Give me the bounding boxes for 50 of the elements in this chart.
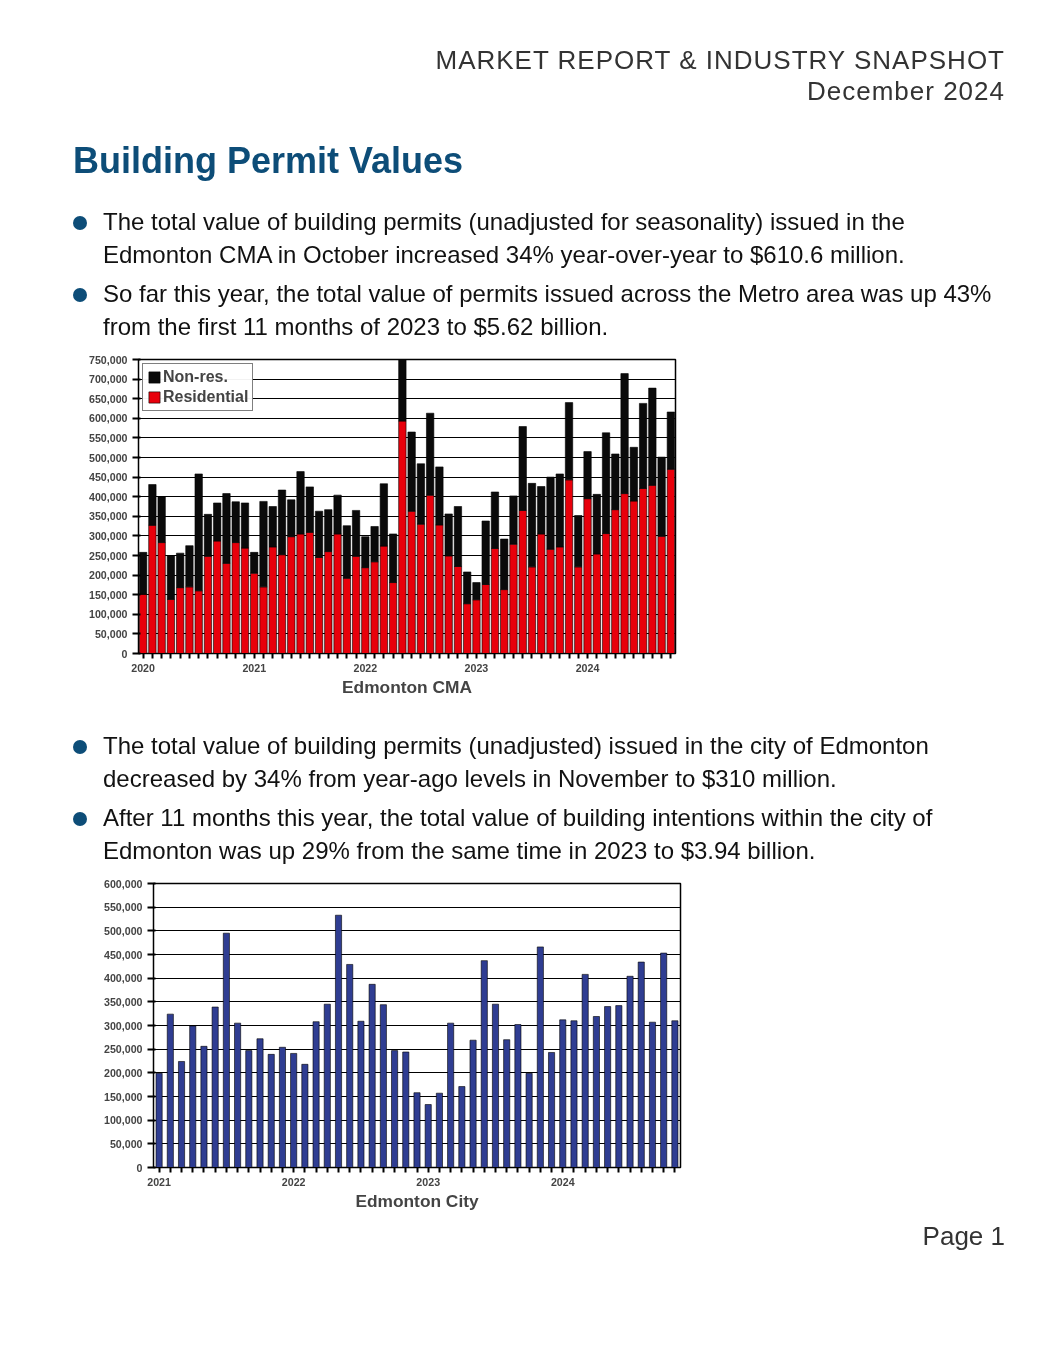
x-tick-label: 2023 [416,1175,441,1188]
text: Page 1 [921,1220,1005,1253]
text: After 11 months this year, the total value of building intentions within the city of Edmonton was up 29% from the same time in 2023 to $3.94 billion. [103,803,934,866]
x-axis-title: Edmonton City [355,1190,479,1211]
y-tick-label: 300,000 [103,1019,143,1032]
y-tick-label: 550,000 [88,431,128,444]
chart-title: Building Permit Values [73,139,464,183]
x-tick-label: 2022 [281,1175,306,1188]
y-tick-label: 450,000 [103,948,143,961]
x-tick-label: 2021 [147,1175,172,1188]
y-tick-label: 100,000 [88,608,128,621]
y-tick-label: 400,000 [88,490,128,503]
y-tick-label: 300,000 [88,529,128,542]
text: The total value of building permits (unadjusted for seasonality) issued in the Edmonton CMA in October increased 34% year-over-year to $610.6 million. [103,207,906,270]
y-tick-label: 0 [121,647,128,660]
y-tick-label: 350,000 [88,510,128,523]
y-tick-label: 150,000 [103,1090,143,1103]
text: So far this year, the total value of permits issued across the Metro area was up 43% from the first 11 months of 2023 to $5.62 billion. [103,279,993,342]
text: The total value of building permits (unadjusted) issued in the city of Edmonton decreased by 34% from year-ago levels in November to $310 million. [103,731,930,794]
y-tick-label: 500,000 [88,451,128,464]
y-tick-label: 0 [136,1161,143,1174]
y-tick-label: 600,000 [88,412,128,425]
y-tick-label: 150,000 [88,588,128,601]
y-tick-label: 200,000 [103,1066,143,1079]
y-tick-label: 650,000 [88,392,128,405]
text: December 2024 [807,76,1005,106]
y-tick-label: 100,000 [103,1114,143,1127]
y-tick-label: 500,000 [103,924,143,937]
y-tick-label: 550,000 [103,901,143,914]
x-tick-label: 2024 [550,1175,575,1188]
legend-label: Non-res. [163,368,228,386]
legend-label: Residential [163,388,249,406]
y-tick-label: 250,000 [88,549,128,562]
x-tick-label: 2022 [353,661,378,674]
y-tick-label: 450,000 [88,471,128,484]
x-tick-label: 2020 [131,661,156,674]
y-tick-label: 400,000 [103,972,143,985]
y-tick-label: 50,000 [94,627,128,640]
y-tick-label: 350,000 [103,995,143,1008]
y-tick-label: 50,000 [109,1137,143,1150]
y-tick-label: 200,000 [88,569,128,582]
y-tick-label: 250,000 [103,1043,143,1056]
x-tick-label: 2024 [575,661,600,674]
y-tick-label: 700,000 [88,373,128,386]
text: MARKET REPORT & INDUSTRY SNAPSHOT [435,45,1005,75]
y-tick-label: 750,000 [88,353,128,366]
y-tick-label: 600,000 [103,877,143,890]
x-tick-label: 2021 [242,661,267,674]
x-tick-label: 2023 [464,661,489,674]
x-axis-title: Edmonton CMA [342,676,473,697]
